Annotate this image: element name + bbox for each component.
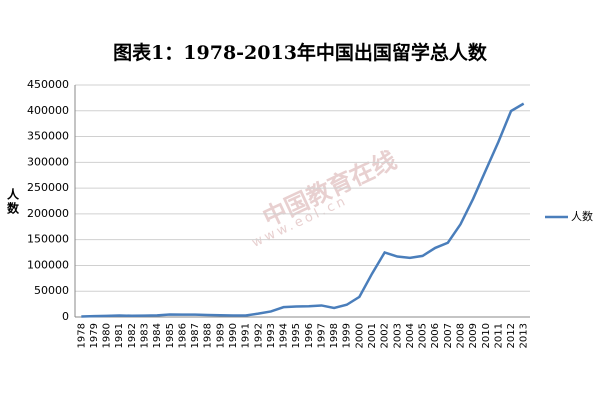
y-axis-label: 人数	[6, 187, 20, 216]
x-tick-label: 1997	[316, 323, 327, 348]
x-tick-label: 1999	[342, 323, 353, 348]
x-tick-label: 2000	[354, 323, 365, 348]
watermark: 中国教育在线	[258, 146, 400, 232]
x-tick-label: 2013	[519, 323, 530, 348]
y-tick-label: 350000	[27, 130, 69, 143]
x-tick-label: 1983	[140, 323, 151, 348]
x-tick-label: 2009	[468, 323, 479, 348]
x-tick-label: 2002	[380, 323, 391, 348]
y-tick-label: 450000	[27, 78, 69, 91]
x-tick-label: 1985	[165, 323, 176, 348]
x-tick-label: 1987	[190, 323, 201, 348]
x-tick-label: 1998	[329, 323, 340, 348]
x-tick-label: 2011	[493, 323, 504, 348]
y-tick-label: 100000	[27, 258, 69, 271]
x-tick-label: 1982	[127, 323, 138, 348]
y-tick-label: 300000	[27, 155, 69, 168]
y-tick-label: 50000	[34, 284, 69, 297]
x-tick-label: 1984	[152, 323, 163, 348]
x-tick-label: 2001	[367, 323, 378, 348]
y-tick-label: 150000	[27, 233, 69, 246]
x-tick-label: 2003	[392, 323, 403, 348]
x-tick-label: 1994	[279, 323, 290, 348]
x-tick-label: 1991	[241, 323, 252, 348]
y-tick-label: 0	[62, 310, 69, 323]
x-tick-label: 1992	[253, 323, 264, 348]
x-tick-label: 1986	[177, 323, 188, 348]
y-tick-label: 400000	[27, 104, 69, 117]
chart-title: 图表1：1978-2013年中国出国留学总人数	[113, 41, 488, 64]
x-tick-label: 2008	[455, 323, 466, 348]
legend-label: 人数	[571, 210, 593, 223]
x-tick-label: 1988	[203, 323, 214, 348]
x-tick-label: 2006	[430, 323, 441, 348]
x-tick-label: 2004	[405, 323, 416, 348]
x-tick-label: 2007	[443, 323, 454, 348]
y-tick-label: 250000	[27, 181, 69, 194]
x-tick-label: 1978	[76, 323, 87, 348]
x-tick-label: 2012	[506, 323, 517, 348]
x-tick-label: 1981	[114, 323, 125, 348]
x-tick-label: 2005	[418, 323, 429, 348]
x-tick-label: 1993	[266, 323, 277, 348]
x-tick-label: 1995	[291, 323, 302, 348]
y-tick-label: 200000	[27, 207, 69, 220]
x-tick-label: 1996	[304, 323, 315, 348]
x-tick-label: 1989	[215, 323, 226, 348]
x-tick-label: 2010	[481, 323, 492, 348]
x-tick-label: 1990	[228, 323, 239, 348]
x-tick-label: 1979	[89, 323, 100, 348]
x-tick-label: 1980	[102, 323, 113, 348]
line	[81, 102, 525, 318]
